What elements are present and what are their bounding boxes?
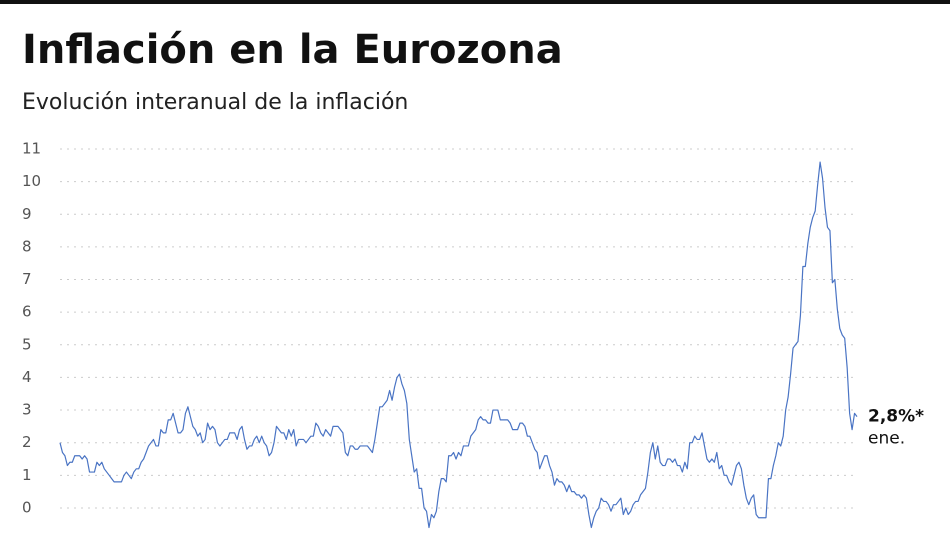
last-period-label: ene. <box>868 429 905 449</box>
y-tick-label: 9 <box>22 205 32 223</box>
top-bar <box>0 0 950 4</box>
last-value-label: 2,8%* <box>868 407 924 427</box>
y-tick-label: 2 <box>22 433 32 451</box>
y-tick-label: 11 <box>22 140 41 158</box>
y-tick-label: 10 <box>22 172 41 190</box>
y-tick-label: 1 <box>22 466 32 484</box>
chart-subtitle: Evolución interanual de la inflación <box>22 90 408 115</box>
y-tick-label: 7 <box>22 270 32 288</box>
y-tick-label: 4 <box>22 368 32 386</box>
y-tick-label: 6 <box>22 303 32 321</box>
inflation-line <box>59 161 858 529</box>
y-tick-label: 3 <box>22 401 32 419</box>
chart-title: Inflación en la Eurozona <box>22 27 563 73</box>
y-tick-label: 8 <box>22 237 32 255</box>
y-tick-label: 5 <box>22 335 32 353</box>
y-tick-label: 0 <box>22 498 32 516</box>
